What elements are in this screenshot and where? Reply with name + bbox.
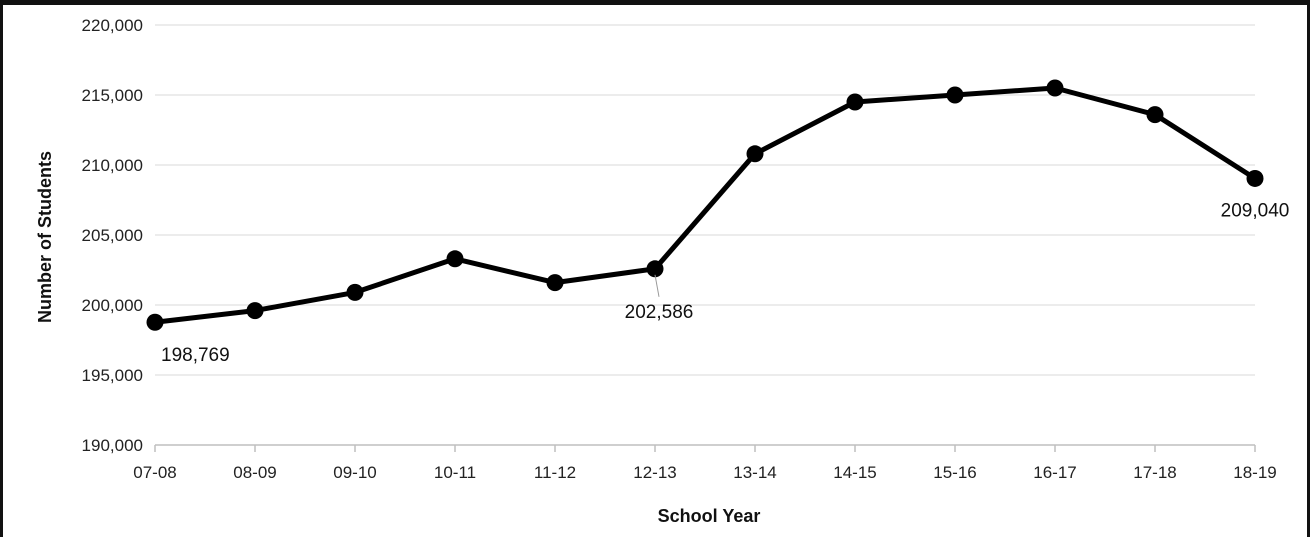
y-tick-label: 190,000 (82, 436, 143, 455)
data-point (646, 260, 664, 278)
x-tick-label: 14-15 (833, 463, 876, 482)
x-tick-label: 07-08 (133, 463, 176, 482)
x-tick-label: 08-09 (233, 463, 276, 482)
x-axis-tick-labels: 07-08 08-09 09-10 10-11 11-12 12-13 13-14 14-15… (133, 463, 1276, 482)
data-label: 202,586 (625, 302, 694, 323)
data-point (346, 283, 364, 301)
data-labels: 198,769 202,586 209,040 (161, 200, 1289, 366)
y-axis-title: Number of Students (35, 151, 55, 323)
x-tick-label: 15-16 (933, 463, 976, 482)
data-point (846, 93, 864, 111)
y-tick-label: 200,000 (82, 296, 143, 315)
y-tick-label: 195,000 (82, 366, 143, 385)
data-point (246, 302, 264, 320)
x-tick-label: 09-10 (333, 463, 376, 482)
data-label: 198,769 (161, 345, 230, 366)
x-tick-label: 17-18 (1133, 463, 1176, 482)
y-tick-label: 210,000 (82, 156, 143, 175)
x-tick-label: 18-19 (1233, 463, 1276, 482)
x-tick-label: 11-12 (534, 463, 576, 482)
y-tick-label: 205,000 (82, 226, 143, 245)
data-point (1046, 79, 1064, 97)
x-axis-title: School Year (658, 506, 761, 526)
series (146, 79, 1264, 331)
line-chart: 190,000 195,000 200,000 205,000 210,000 215,0… (35, 16, 1289, 526)
y-axis-tick-labels: 190,000 195,000 200,000 205,000 210,000 215,0… (82, 16, 143, 455)
series-line (154, 85, 1257, 325)
x-tick-label: 16-17 (1033, 463, 1076, 482)
data-point (446, 250, 464, 268)
data-label: 209,040 (1221, 200, 1290, 221)
x-tick-label: 13-14 (733, 463, 776, 482)
data-point (546, 274, 564, 292)
data-point (746, 145, 764, 163)
y-tick-label: 220,000 (82, 16, 143, 35)
x-axis (154, 444, 1256, 452)
x-tick-label: 10-11 (434, 463, 476, 482)
data-label-leader (654, 274, 660, 297)
gridlines (155, 24, 1255, 376)
data-point (1146, 106, 1164, 124)
data-point (146, 313, 164, 331)
data-point (1246, 169, 1264, 187)
x-tick-label: 12-13 (633, 463, 676, 482)
data-point (946, 86, 964, 104)
y-tick-label: 215,000 (82, 86, 143, 105)
